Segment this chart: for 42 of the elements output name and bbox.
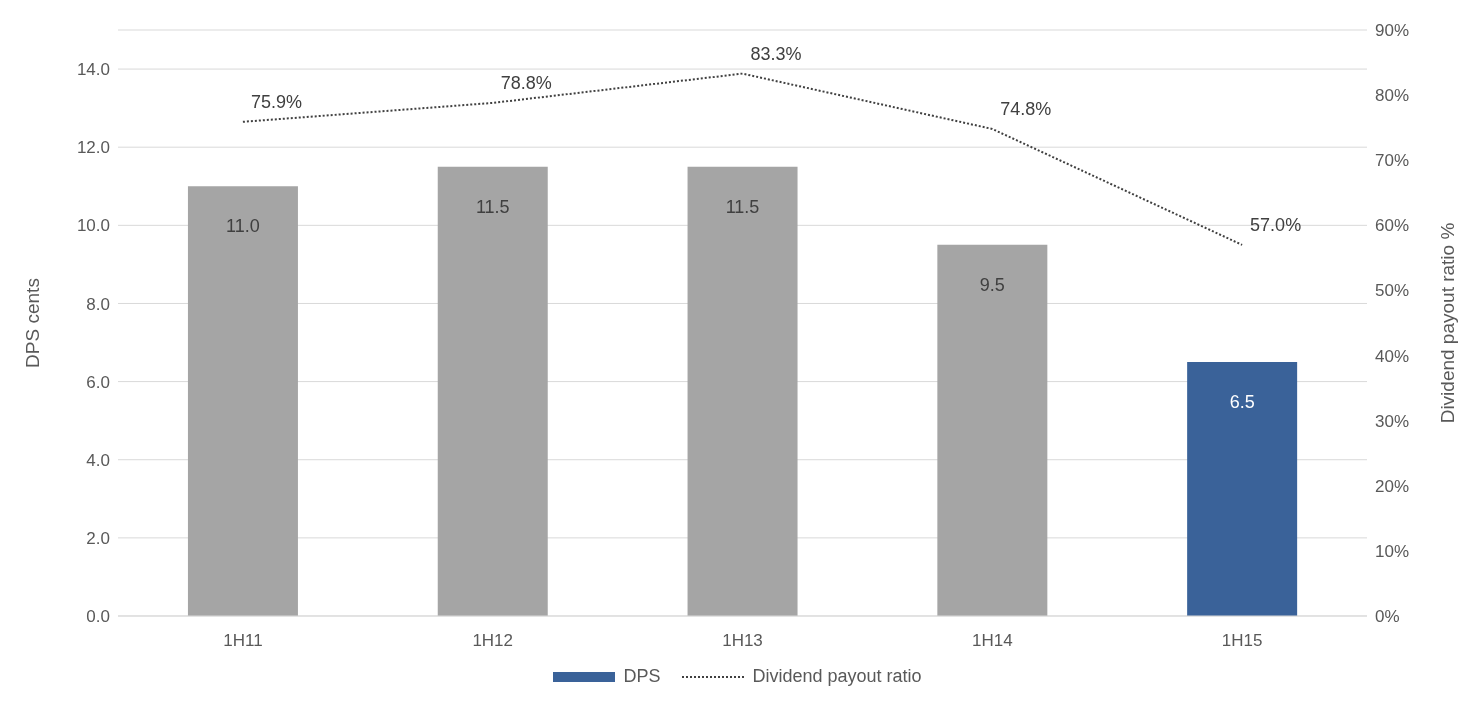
data-label: 11.0 <box>226 216 260 237</box>
data-label: 9.5 <box>979 274 1005 295</box>
data-label: 83.3% <box>750 43 802 64</box>
bar <box>187 186 298 616</box>
x-tick-label: 1H13 <box>722 631 763 651</box>
y2-tick-label: 30% <box>1375 411 1410 431</box>
x-tick-label: 1H12 <box>472 631 514 651</box>
data-label: 74.8% <box>1000 98 1052 119</box>
y2-tick-label: 40% <box>1375 346 1410 366</box>
y2-tick-label: 80% <box>1375 86 1410 106</box>
x-tick-label: 1H11 <box>223 631 263 651</box>
y-tick-label: 10.0 <box>76 216 110 236</box>
y-tick-label: 2.0 <box>86 528 110 548</box>
data-label: 57.0% <box>1250 214 1302 235</box>
data-label: 75.9% <box>250 91 302 112</box>
y2-tick-label: 70% <box>1375 151 1410 171</box>
y2-tick-label: 50% <box>1375 281 1410 301</box>
y2-tick-label: 10% <box>1375 541 1410 561</box>
y2-tick-label: 0% <box>1375 607 1400 627</box>
bar <box>1187 362 1298 616</box>
bar <box>437 166 548 616</box>
y-axis-title: DPS cents <box>21 278 43 368</box>
bar <box>687 166 798 616</box>
x-tick-label: 1H15 <box>1221 631 1263 651</box>
y-tick-label: 4.0 <box>86 450 110 470</box>
y2-axis-title: Dividend payout ratio % <box>1436 222 1458 424</box>
data-label: 11.5 <box>475 196 510 217</box>
data-label: 78.8% <box>500 72 552 93</box>
legend-label: Dividend payout ratio <box>752 666 922 687</box>
bar <box>937 244 1048 616</box>
y-tick-label: 12.0 <box>76 138 110 158</box>
data-label: 6.5 <box>1229 392 1255 413</box>
x-tick-label: 1H14 <box>971 631 1013 651</box>
y-tick-label: 6.0 <box>86 372 110 392</box>
y-tick-label: 14.0 <box>76 60 110 80</box>
y-tick-label: 0.0 <box>86 607 110 627</box>
y2-tick-label: 90% <box>1375 21 1410 41</box>
y2-tick-label: 20% <box>1375 476 1410 496</box>
y-tick-label: 8.0 <box>86 294 110 314</box>
data-label: 11.5 <box>725 196 760 217</box>
y2-tick-label: 60% <box>1375 216 1410 236</box>
legend-label: DPS <box>623 666 661 687</box>
